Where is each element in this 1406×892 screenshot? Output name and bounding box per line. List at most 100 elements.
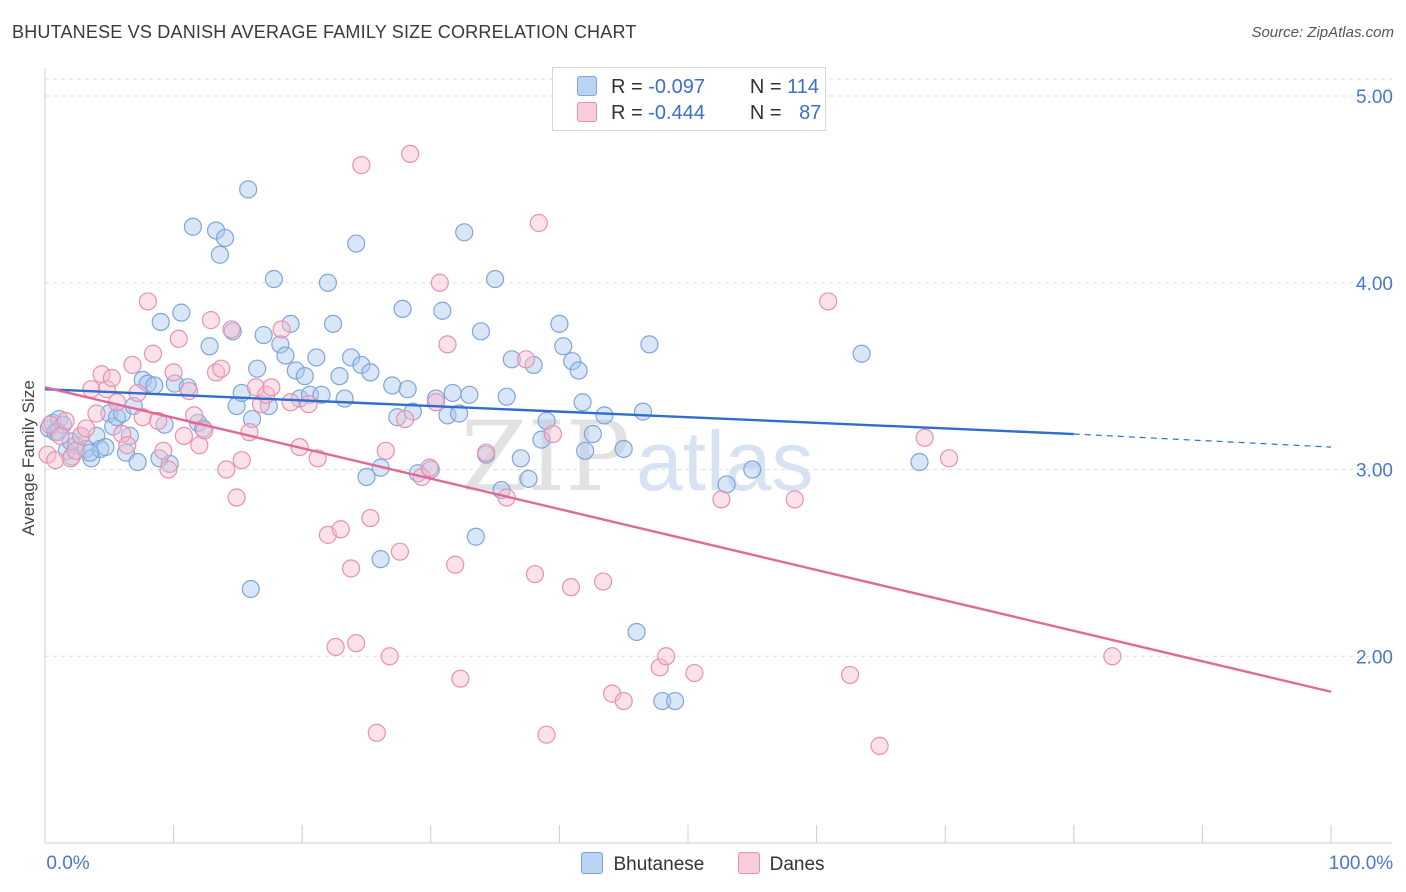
danes-point — [352, 156, 371, 175]
danes-point — [367, 723, 386, 742]
bhutanese-point — [554, 337, 573, 356]
bhutanese-point — [264, 269, 284, 289]
danes-point — [154, 441, 173, 460]
danes-point — [227, 488, 246, 507]
bhutanese-point — [511, 449, 530, 468]
danes-point — [1103, 647, 1122, 666]
danes-point — [426, 393, 446, 412]
bhutanese-point — [563, 352, 582, 371]
bhutanese-point — [286, 361, 305, 380]
danes-point — [525, 564, 545, 584]
trend-lines — [44, 386, 1332, 693]
bhutanese-point — [276, 346, 295, 365]
danes-point — [118, 436, 137, 455]
bhutanese-point — [361, 363, 380, 382]
r-label: R = — [611, 76, 643, 98]
danes-point — [712, 490, 731, 509]
x-tick-label: 0.0% — [46, 853, 89, 874]
bhutanese-point — [248, 359, 267, 378]
danes-point — [87, 404, 106, 423]
bhutanese-point — [323, 314, 343, 333]
danes-point — [650, 658, 669, 677]
danes-point — [395, 409, 415, 429]
bhutanese-point — [633, 402, 653, 421]
danes-point — [537, 725, 556, 744]
bhutanese-point — [583, 424, 602, 444]
danes-point — [41, 415, 60, 434]
bhutanese-point — [486, 269, 505, 289]
bhutanese-point — [576, 441, 595, 460]
bhutanese-point — [183, 217, 202, 236]
bhutanese-point — [138, 374, 157, 393]
y-tick-label: 3.00 — [1356, 461, 1393, 482]
bhutanese-point — [357, 467, 376, 487]
stats-legend: R = -0.097 N = 114 R = -0.444 N = 87 — [552, 67, 826, 131]
y-tick-label: 2.00 — [1356, 647, 1393, 668]
danes-point — [476, 443, 496, 462]
bhutanese-point — [398, 380, 417, 399]
bhutanese-point — [550, 314, 569, 333]
danes-legend-label: Danes — [769, 854, 825, 875]
danes-point — [46, 451, 65, 470]
danes-point — [451, 669, 470, 688]
bhutanese-point — [347, 234, 366, 253]
bhutanese-point — [569, 361, 588, 380]
bhutanese-point — [627, 622, 646, 642]
danes-point — [376, 441, 395, 460]
bhutanese-trend-extension — [1073, 433, 1332, 448]
bhutanese-point — [449, 404, 469, 423]
bhutanese-point — [471, 322, 491, 341]
bhutanese-point — [307, 348, 326, 367]
y-tick-label: 5.00 — [1356, 87, 1393, 108]
danes-point — [446, 555, 465, 574]
bhutanese-swatch — [577, 76, 597, 96]
danes-point — [179, 381, 199, 401]
danes-point — [212, 359, 231, 378]
danes-point — [347, 634, 366, 653]
x-tick-label: 100.0% — [1329, 853, 1394, 874]
bhutanese-point — [640, 335, 659, 354]
danes-point — [232, 451, 251, 470]
y-axis-label: Average Family Size — [19, 380, 38, 536]
danes-point — [594, 572, 613, 591]
danes-point — [133, 408, 152, 427]
danes-point — [102, 368, 121, 388]
danes-point — [657, 647, 676, 666]
legend-row-danes: R = -0.444 N = 87 — [577, 102, 821, 128]
danes-point — [401, 144, 420, 164]
danes-point — [164, 363, 183, 382]
danes-point — [299, 395, 318, 414]
legend-item-danes[interactable]: Danes — [737, 852, 825, 876]
danes-swatch — [577, 102, 597, 122]
danes-point — [870, 736, 889, 755]
bhutanese-point — [210, 245, 229, 264]
bhutanese-point — [271, 335, 290, 354]
bhutanese-point — [215, 228, 235, 248]
bhutanese-point — [910, 452, 929, 472]
bhutanese-point — [653, 691, 672, 711]
bhutanese-trend-line — [44, 388, 1074, 436]
danes-point — [390, 542, 410, 561]
danes-point — [159, 460, 178, 479]
bhutanese-point — [614, 439, 633, 459]
bhutanese-point — [666, 691, 685, 711]
danes-point — [217, 460, 236, 479]
bhutanese-point — [128, 452, 147, 472]
bhutanese-point — [312, 385, 331, 404]
bhutanese-point — [595, 406, 614, 425]
danes-point — [246, 378, 266, 397]
danes-point — [341, 559, 361, 578]
grid — [45, 78, 1392, 657]
bhutanese-point — [281, 314, 300, 333]
danes-point — [262, 378, 281, 397]
legend-item-bhutanese[interactable]: Bhutanese — [581, 852, 704, 876]
bhutanese-point — [80, 443, 100, 462]
bhutanese-legend-label: Bhutanese — [613, 854, 705, 875]
danes-point — [77, 419, 96, 438]
bhutanese-point — [502, 350, 521, 369]
danes-points — [38, 144, 1122, 755]
bhutanese-point — [443, 383, 462, 403]
danes-point — [840, 665, 860, 685]
bhutanese-point — [455, 223, 474, 242]
danes-point — [113, 424, 132, 444]
